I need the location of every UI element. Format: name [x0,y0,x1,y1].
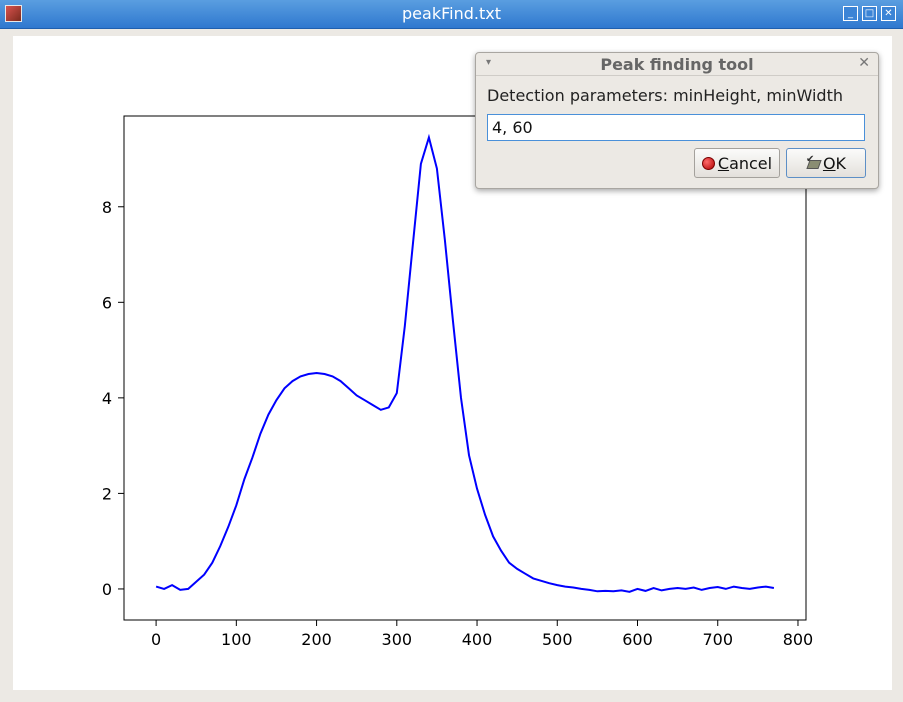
close-button[interactable]: ✕ [881,6,896,21]
x-tick-label: 500 [542,630,573,649]
x-tick-label: 0 [151,630,161,649]
y-tick-label: 6 [102,293,112,312]
dialog-title: Peak finding tool [600,55,754,74]
detection-parameters-label: Detection parameters: minHeight, minWidt… [487,86,843,105]
x-tick-label: 700 [702,630,733,649]
x-tick-label: 400 [462,630,493,649]
y-tick-label: 8 [102,198,112,217]
dialog-titlebar[interactable]: ▾ Peak finding tool ✕ [476,53,878,76]
ok-icon [806,154,820,169]
dialog-menu-icon[interactable]: ▾ [486,57,492,68]
x-tick-label: 100 [221,630,252,649]
parameters-input[interactable] [487,114,865,141]
ok-label: OK [822,153,847,173]
dialog-close-icon[interactable]: ✕ [858,55,870,71]
y-tick-label: 0 [102,580,112,599]
peak-finding-dialog: ▾ Peak finding tool ✕ Detection paramete… [475,52,879,189]
minimize-button[interactable]: _ [843,6,858,21]
line-chart: 0 100 200 300 400 500 600 700 800 0 2 4 6 8 [102,115,814,649]
cancel-button[interactable]: Cancel [694,148,780,178]
y-tick-label: 2 [102,484,112,503]
cancel-label: Cancel [717,153,773,173]
x-tick-label: 200 [301,630,332,649]
ok-button[interactable]: OK [786,148,866,178]
x-tick-label: 800 [783,630,814,649]
y-tick-label: 4 [102,389,112,408]
cancel-icon [701,156,715,170]
maximize-button[interactable]: □ [862,6,877,21]
plot-frame [123,115,807,621]
window-titlebar[interactable]: peakFind.txt _ □ ✕ [0,0,903,29]
series-line [155,133,775,593]
x-tick-label: 300 [382,630,413,649]
app-icon [5,5,22,22]
window-title: peakFind.txt [402,4,501,23]
x-tick-label: 600 [622,630,653,649]
